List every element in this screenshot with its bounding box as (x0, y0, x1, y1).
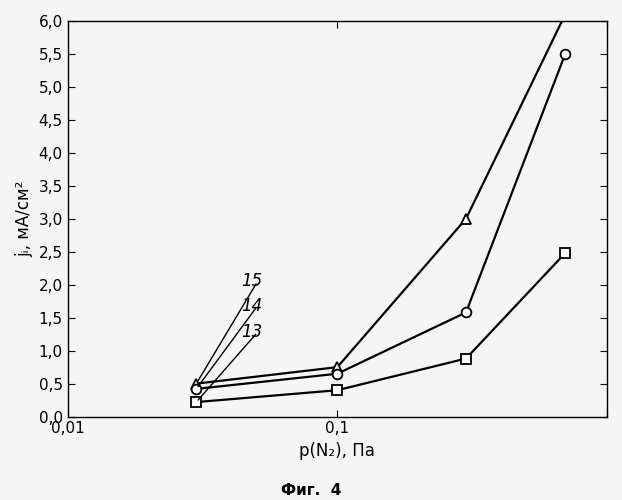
Y-axis label: jᵢ, мА/см²: jᵢ, мА/см² (15, 180, 33, 257)
Text: 13: 13 (241, 323, 262, 341)
X-axis label: p(N₂), Па: p(N₂), Па (299, 442, 375, 460)
Text: 15: 15 (241, 272, 262, 290)
Text: Фиг.  4: Фиг. 4 (281, 483, 341, 498)
Text: 14: 14 (241, 297, 262, 315)
